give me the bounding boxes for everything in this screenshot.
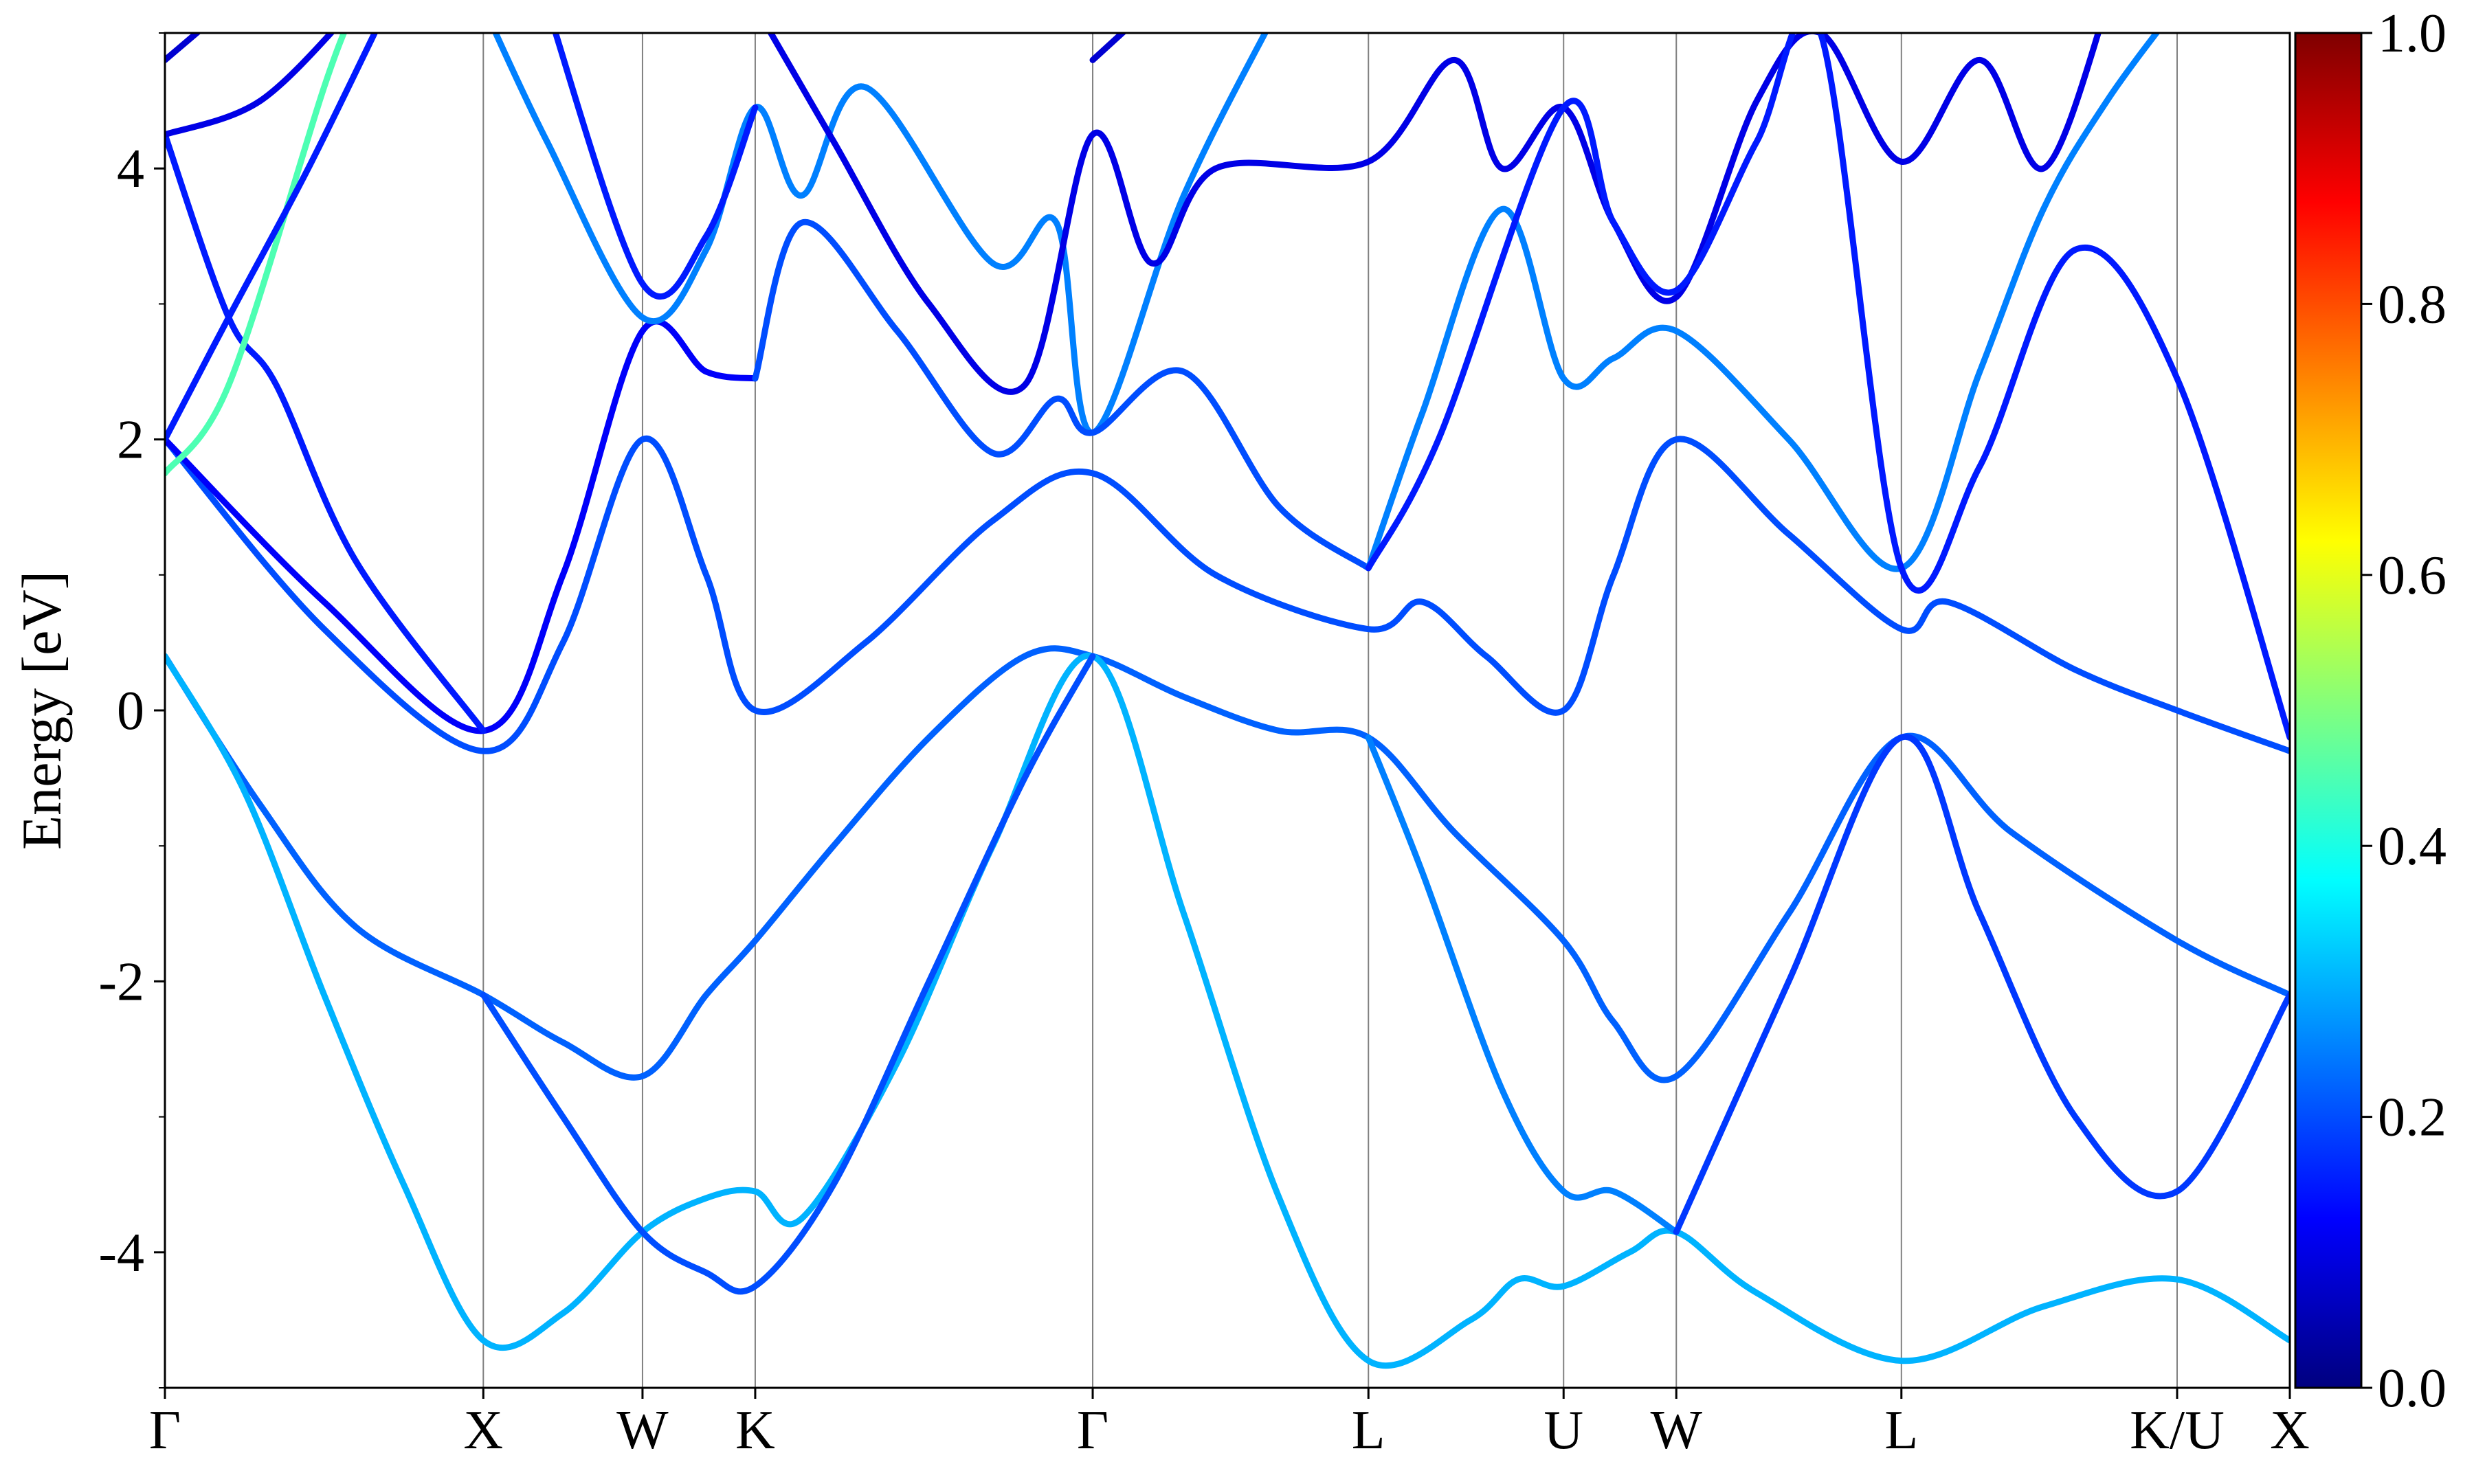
colorbar-tick-label: 0.6 — [2378, 546, 2447, 606]
band-line — [165, 645, 2290, 1083]
band-line — [480, 653, 1096, 1295]
y-tick-label: 2 — [117, 410, 144, 471]
y-axis: 4 2 0 -2 -4 — [98, 32, 165, 1389]
y-tick-label: 4 — [117, 139, 144, 199]
y-axis-title: Energy [eV] — [10, 571, 73, 850]
colorbar-axis: 0.0 0.2 0.4 0.6 0.8 1.0 — [2361, 3, 2447, 1419]
x-tick-label: W — [616, 1400, 669, 1461]
x-tick-label: L — [1352, 1400, 1385, 1461]
x-axis: Γ X W K Γ L U W L K/U X — [149, 1388, 2310, 1461]
x-tick-label: K/U — [2130, 1400, 2225, 1461]
band-line — [552, 33, 759, 300]
x-tick-label: X — [463, 1400, 503, 1461]
x-tick-label: U — [1544, 1400, 1583, 1461]
band-line — [165, 33, 335, 138]
band-line — [1365, 734, 1680, 1235]
x-tick-label: Γ — [1077, 1400, 1108, 1461]
x-tick-label: W — [1650, 1400, 1702, 1461]
y-tick-label: 0 — [117, 681, 144, 741]
band-line — [492, 33, 1269, 436]
band-line — [1089, 33, 1127, 63]
band-line — [165, 435, 2290, 754]
band-line — [165, 131, 487, 734]
y-tick-label: -2 — [98, 952, 144, 1012]
colorbar-tick-label: 0.0 — [2378, 1358, 2447, 1419]
band-line — [1365, 33, 2290, 741]
x-tick-label: L — [1884, 1400, 1918, 1461]
band-line — [165, 652, 2290, 1369]
x-tick-label: K — [735, 1400, 775, 1461]
band-line — [767, 33, 2102, 395]
bands — [165, 33, 2290, 1369]
colorbar-tick-label: 0.4 — [2378, 816, 2447, 877]
band-line — [165, 33, 348, 477]
band-line — [165, 33, 379, 443]
y-tick-label: -4 — [98, 1223, 144, 1283]
colorbar-tick-label: 1.0 — [2378, 3, 2447, 64]
band-line — [752, 218, 1372, 572]
colorbar — [2294, 32, 2363, 1389]
band-line — [1673, 733, 2290, 1235]
high-symmetry-lines — [482, 33, 2178, 1388]
band-line — [165, 318, 759, 734]
colorbar-tick-label: 0.8 — [2378, 274, 2447, 335]
x-tick-label: X — [2270, 1400, 2310, 1461]
x-tick-label: Γ — [149, 1400, 181, 1461]
band-line — [1365, 33, 2161, 572]
colorbar-tick-label: 0.2 — [2378, 1088, 2447, 1148]
band-line — [165, 33, 202, 63]
